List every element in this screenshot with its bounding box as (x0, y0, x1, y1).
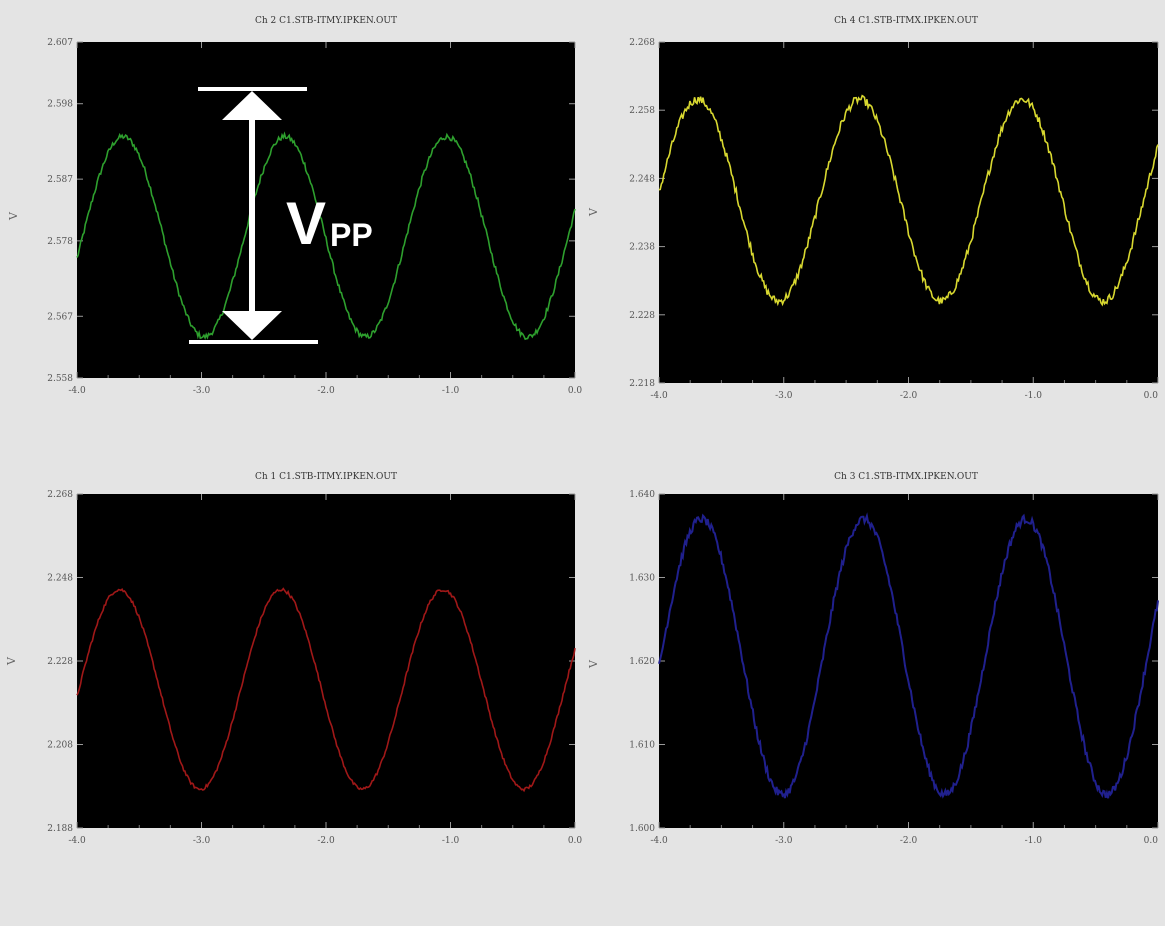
y-tick-label: 2.567 (47, 312, 73, 322)
signal-trace (658, 512, 1159, 799)
plot-title: Ch 2 C1.STB-ITMY.IPKEN.OUT (255, 16, 397, 26)
plot-title: Ch 1 C1.STB-ITMY.IPKEN.OUT (255, 472, 397, 482)
x-tick-label: 0.0 (1144, 391, 1159, 401)
x-tick-label: -2.0 (900, 391, 918, 401)
x-tick-label: -3.0 (193, 836, 211, 846)
vpp-label-main: V (286, 190, 326, 257)
x-tick-label: 0.0 (568, 386, 583, 396)
vpp-annotation: V PP (189, 87, 373, 344)
y-tick-label: 2.598 (47, 100, 73, 110)
y-tick-label: 2.208 (47, 741, 73, 751)
x-tick-label: -1.0 (1025, 836, 1043, 846)
plot-area (77, 494, 575, 828)
tick-marks (658, 41, 1159, 384)
y-axis-label: V (587, 207, 600, 217)
y-axis-label: V (5, 656, 18, 666)
x-tick-label: -2.0 (900, 836, 918, 846)
y-tick-label: 2.587 (47, 175, 73, 185)
y-tick-labels: 1.600 1.610 1.620 1.630 1.640 (629, 490, 655, 834)
y-tick-labels: 2.218 2.228 2.238 2.248 2.258 2.268 (629, 38, 655, 389)
x-tick-label: -1.0 (1025, 391, 1043, 401)
y-tick-label: 2.238 (629, 243, 655, 253)
x-tick-label: 0.0 (568, 836, 583, 846)
tick-marks (76, 41, 576, 379)
arrow-up-icon (222, 91, 282, 120)
x-tick-label: -4.0 (68, 836, 86, 846)
plot-ch4-yellow: Ch 4 C1.STB-ITMX.IPKEN.OUT V 2.2182.2282… (587, 16, 1159, 401)
y-tick-label: 1.600 (629, 824, 655, 834)
y-tick-label: 2.578 (47, 237, 73, 247)
y-tick-label: 2.558 (47, 374, 73, 384)
signal-trace (658, 94, 1159, 307)
signal-trace (76, 587, 576, 793)
x-tick-labels: -4.0 -3.0 -2.0 -1.0 0.0 (68, 836, 582, 846)
plot-title: Ch 3 C1.STB-ITMX.IPKEN.OUT (834, 472, 978, 482)
x-tick-label: -2.0 (317, 386, 335, 396)
x-tick-label: -4.0 (68, 386, 86, 396)
x-tick-label: -3.0 (775, 391, 793, 401)
plot-title: Ch 4 C1.STB-ITMX.IPKEN.OUT (834, 16, 978, 26)
x-tick-label: -3.0 (775, 836, 793, 846)
plot-area (77, 42, 575, 378)
y-tick-label: 1.610 (629, 741, 655, 751)
x-tick-labels: -4.0 -3.0 -2.0 -1.0 0.0 (68, 386, 582, 396)
tick-marks (658, 493, 1159, 829)
y-axis-label: V (587, 659, 600, 669)
y-tick-label: 2.188 (47, 824, 73, 834)
x-tick-label: -1.0 (442, 836, 460, 846)
y-tick-label: 2.268 (47, 490, 73, 500)
signal-trace (76, 131, 576, 341)
x-tick-label: -3.0 (193, 386, 211, 396)
x-tick-label: -1.0 (442, 386, 460, 396)
plot-area (659, 42, 1158, 383)
x-tick-label: -4.0 (650, 836, 668, 846)
y-tick-label: 2.607 (47, 38, 73, 48)
y-tick-label: 1.620 (629, 657, 655, 667)
y-tick-label: 1.640 (629, 490, 655, 500)
y-tick-labels: 2.188 2.208 2.228 2.248 2.268 (47, 490, 73, 834)
plot-ch3-blue: Ch 3 C1.STB-ITMX.IPKEN.OUT V 1.6001.6101… (587, 472, 1159, 846)
y-tick-label: 1.630 (629, 574, 655, 584)
plot-area (659, 494, 1158, 828)
arrow-down-icon (222, 311, 282, 340)
y-tick-label: 2.228 (629, 311, 655, 321)
y-tick-label: 2.258 (629, 106, 655, 116)
x-tick-labels: -4.0 -3.0 -2.0 -1.0 0.0 (650, 391, 1158, 401)
plot-ch1-red: Ch 1 C1.STB-ITMY.IPKEN.OUT V 2.1882.2082… (5, 472, 582, 846)
y-tick-label: 2.228 (47, 657, 73, 667)
plot-ch2-green: Ch 2 C1.STB-ITMY.IPKEN.OUT V 2.5582.5672… (7, 16, 582, 396)
y-tick-label: 2.248 (47, 574, 73, 584)
vpp-label-subscript: PP (330, 217, 373, 253)
x-tick-labels: -4.0 -3.0 -2.0 -1.0 0.0 (650, 836, 1158, 846)
x-tick-label: 0.0 (1144, 836, 1159, 846)
tick-marks (76, 493, 576, 829)
y-tick-label: 2.248 (629, 174, 655, 184)
y-tick-labels: 2.558 2.567 2.578 2.587 2.598 2.607 (47, 38, 73, 384)
y-axis-label: V (7, 211, 20, 221)
x-tick-label: -4.0 (650, 391, 668, 401)
y-tick-label: 2.218 (629, 379, 655, 389)
x-tick-label: -2.0 (317, 836, 335, 846)
y-tick-label: 2.268 (629, 38, 655, 48)
